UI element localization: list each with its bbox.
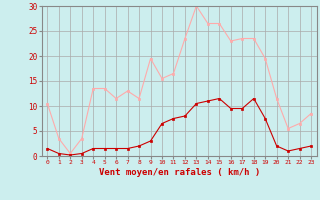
X-axis label: Vent moyen/en rafales ( km/h ): Vent moyen/en rafales ( km/h ) xyxy=(99,168,260,177)
